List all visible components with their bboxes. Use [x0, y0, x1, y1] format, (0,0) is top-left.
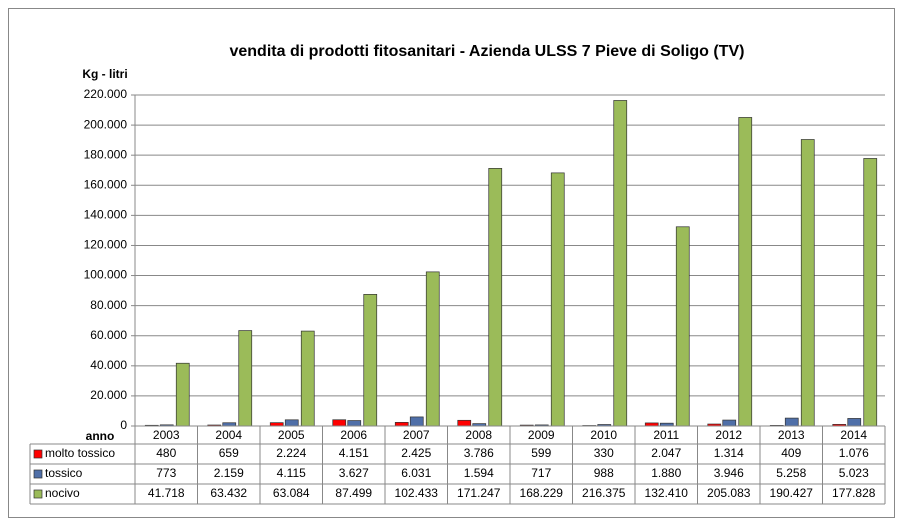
bar — [675, 226, 690, 427]
data-label: 132.410 — [645, 486, 689, 500]
bar — [847, 418, 862, 427]
bar — [550, 172, 565, 427]
legend-label: molto tossico — [45, 446, 115, 460]
x-tick-label: 2006 — [340, 428, 367, 442]
data-label: 4.151 — [339, 446, 369, 460]
data-label: 205.083 — [707, 486, 751, 500]
x-tick-label: 2011 — [653, 428, 679, 442]
x-tick-label: 2007 — [403, 428, 430, 442]
data-label: 87.499 — [335, 486, 372, 500]
data-label: 2.159 — [214, 466, 244, 480]
bar — [784, 417, 799, 427]
y-tick-label: 200.000 — [84, 117, 128, 131]
bar — [425, 271, 440, 427]
bar — [284, 419, 299, 427]
y-tick-label: 120.000 — [84, 238, 128, 252]
data-label: 3.786 — [464, 446, 494, 460]
bar — [409, 416, 424, 427]
legend-swatch — [33, 469, 43, 479]
legend-swatch — [33, 489, 43, 499]
bar — [800, 139, 815, 427]
data-label: 1.594 — [464, 466, 494, 480]
data-label: 41.718 — [148, 486, 185, 500]
x-tick-label: 2005 — [278, 428, 305, 442]
data-label: 3.946 — [714, 466, 744, 480]
data-label: 2.425 — [401, 446, 431, 460]
data-label: 63.432 — [210, 486, 247, 500]
x-tick-label: 2009 — [528, 428, 555, 442]
bar — [332, 419, 347, 427]
data-label: 171.247 — [457, 486, 501, 500]
data-label: 102.433 — [395, 486, 439, 500]
data-label: 773 — [156, 466, 176, 480]
y-tick-label: 40.000 — [90, 358, 127, 372]
bar — [175, 362, 190, 427]
data-label: 1.314 — [714, 446, 744, 460]
data-label: 5.258 — [776, 466, 806, 480]
data-label: 2.047 — [651, 446, 681, 460]
data-label: 480 — [156, 446, 176, 460]
y-tick-label: 160.000 — [84, 177, 128, 191]
data-label: 1.880 — [651, 466, 681, 480]
y-tick-label: 0 — [120, 418, 127, 432]
chart-border — [8, 8, 895, 518]
y-axis-label: Kg - litri — [82, 67, 127, 81]
data-label: 988 — [594, 466, 614, 480]
data-label: 717 — [531, 466, 551, 480]
bar — [238, 330, 253, 427]
bar — [457, 419, 472, 427]
x-tick-label: 2013 — [778, 428, 805, 442]
data-label: 659 — [219, 446, 239, 460]
data-label: 2.224 — [276, 446, 306, 460]
data-label: 63.084 — [273, 486, 310, 500]
y-tick-label: 100.000 — [84, 268, 128, 282]
bar — [394, 422, 409, 427]
data-label: 6.031 — [401, 466, 431, 480]
bar — [363, 294, 378, 427]
data-label: 3.627 — [339, 466, 369, 480]
legend-label: nocivo — [45, 486, 80, 500]
y-tick-label: 20.000 — [90, 388, 127, 402]
x-tick-label: 2010 — [590, 428, 617, 442]
legend-label: tossico — [45, 466, 83, 480]
y-tick-label: 180.000 — [84, 147, 128, 161]
y-tick-label: 140.000 — [84, 208, 128, 222]
data-label: 5.023 — [839, 466, 869, 480]
data-label: 216.375 — [582, 486, 626, 500]
bar — [347, 420, 362, 427]
bar — [613, 100, 628, 427]
data-label: 190.427 — [770, 486, 814, 500]
data-label: 409 — [781, 446, 801, 460]
x-axis-label: anno — [86, 429, 115, 443]
x-tick-label: 2012 — [715, 428, 742, 442]
bar — [488, 168, 503, 427]
x-tick-label: 2003 — [153, 428, 180, 442]
y-tick-label: 60.000 — [90, 328, 127, 342]
bar — [722, 419, 737, 427]
y-tick-label: 220.000 — [84, 87, 128, 101]
bar — [738, 117, 753, 427]
bar — [863, 158, 878, 427]
data-label: 168.229 — [520, 486, 564, 500]
x-tick-label: 2014 — [840, 428, 867, 442]
legend-swatch — [33, 449, 43, 459]
data-label: 599 — [531, 446, 551, 460]
data-label: 330 — [594, 446, 614, 460]
data-label: 177.828 — [832, 486, 876, 500]
bar — [269, 422, 284, 427]
y-tick-label: 80.000 — [90, 298, 127, 312]
data-label: 1.076 — [839, 446, 869, 460]
bar — [300, 330, 315, 427]
chart-title: vendita di prodotti fitosanitari - Azien… — [229, 43, 744, 60]
data-label: 4.115 — [277, 466, 306, 480]
x-tick-label: 2008 — [465, 428, 492, 442]
x-tick-label: 2004 — [215, 428, 242, 442]
